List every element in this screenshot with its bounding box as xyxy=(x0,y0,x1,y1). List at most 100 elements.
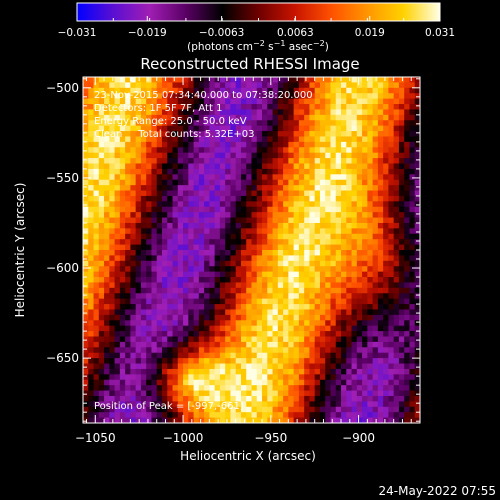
heatmap-cell xyxy=(267,368,273,375)
heatmap-cell xyxy=(341,341,347,348)
heatmap-cell xyxy=(198,309,205,316)
heatmap-cell xyxy=(330,374,337,381)
heatmap-cell xyxy=(314,266,321,273)
heatmap-cell xyxy=(398,417,405,423)
heatmap-cell xyxy=(219,358,226,364)
heatmap-cell xyxy=(177,114,184,121)
heatmap-cell xyxy=(298,114,305,121)
heatmap-cell xyxy=(388,417,395,423)
heatmap-cell xyxy=(140,277,147,283)
heatmap-cell xyxy=(140,336,147,343)
heatmap-cell xyxy=(193,141,200,148)
heatmap-cell xyxy=(93,141,100,148)
heatmap-cell xyxy=(351,131,358,137)
heatmap-cell xyxy=(235,168,242,175)
heatmap-cell xyxy=(130,277,137,283)
heatmap-cell xyxy=(104,309,110,316)
heatmap-cell xyxy=(156,255,163,262)
heatmap-cell xyxy=(214,217,221,224)
heatmap-cell xyxy=(319,385,326,391)
heatmap-cell xyxy=(298,287,305,294)
heatmap-cell xyxy=(251,206,258,213)
heatmap-cell xyxy=(351,250,358,256)
heatmap-cell xyxy=(114,347,121,354)
heatmap-cell xyxy=(161,401,168,408)
heatmap-cell xyxy=(288,233,295,240)
heatmap-cell xyxy=(104,174,110,181)
heatmap-cell xyxy=(151,163,158,170)
heatmap-cell xyxy=(98,390,105,397)
heatmap-cell xyxy=(151,298,158,305)
heatmap-cell xyxy=(88,250,94,256)
heatmap-cell xyxy=(377,379,384,386)
heatmap-cell xyxy=(388,109,395,116)
heatmap-cell xyxy=(219,131,226,137)
heatmap-cell xyxy=(288,260,295,267)
heatmap-cell xyxy=(167,168,173,175)
heatmap-cell xyxy=(367,271,374,278)
heatmap-cell xyxy=(167,406,173,413)
heatmap-cell xyxy=(235,287,242,294)
heatmap-cell xyxy=(304,163,310,170)
heatmap-cell xyxy=(267,244,273,251)
heatmap-cell xyxy=(140,195,147,202)
heatmap-cell xyxy=(372,168,379,175)
heatmap-cell xyxy=(151,206,158,213)
heatmap-cell xyxy=(367,287,374,294)
heatmap-cell xyxy=(298,217,305,224)
heatmap-cell xyxy=(362,266,368,273)
heatmap-cell xyxy=(167,239,173,245)
heatmap-cell xyxy=(119,77,126,83)
heatmap-cell xyxy=(225,77,231,83)
heatmap-cell xyxy=(351,412,358,418)
heatmap-cell xyxy=(372,304,379,310)
heatmap-cell xyxy=(335,212,342,218)
heatmap-cell xyxy=(335,201,342,208)
heatmap-cell xyxy=(367,147,374,154)
heatmap-cell xyxy=(156,395,163,402)
heatmap-cell xyxy=(272,233,279,240)
heatmap-cell xyxy=(356,77,363,83)
heatmap-cell xyxy=(240,385,247,391)
heatmap-cell xyxy=(414,212,420,218)
heatmap-cell xyxy=(161,341,168,348)
heatmap-cell xyxy=(335,93,342,100)
heatmap-cell xyxy=(235,325,242,332)
heatmap-cell xyxy=(314,390,321,397)
heatmap-cell xyxy=(341,87,347,94)
heatmap-cell xyxy=(262,293,268,300)
heatmap-cell xyxy=(125,287,131,294)
heatmap-cell xyxy=(225,298,231,305)
heatmap-cell xyxy=(262,271,268,278)
heatmap-cell xyxy=(214,358,221,364)
heatmap-cell xyxy=(93,298,100,305)
heatmap-cell xyxy=(277,82,284,89)
heatmap-cell xyxy=(388,320,395,327)
heatmap-cell xyxy=(114,385,121,391)
heatmap-cell xyxy=(309,320,316,327)
heatmap-cell xyxy=(262,141,268,148)
heatmap-cell xyxy=(256,401,263,408)
heatmap-cell xyxy=(135,212,142,218)
heatmap-cell xyxy=(346,352,352,359)
heatmap-cell xyxy=(283,277,289,283)
heatmap-cell xyxy=(219,158,226,164)
heatmap-cell xyxy=(104,412,110,418)
heatmap-cell xyxy=(114,179,121,186)
heatmap-cell xyxy=(188,212,194,218)
heatmap-cell xyxy=(272,104,279,110)
heatmap-cell xyxy=(362,228,368,235)
heatmap-cell xyxy=(130,125,137,132)
heatmap-cell xyxy=(272,190,279,197)
heatmap-cell xyxy=(119,277,126,283)
heatmap-cell xyxy=(146,250,152,256)
heatmap-cell xyxy=(130,374,137,381)
heatmap-cell xyxy=(346,168,352,175)
heatmap-cell xyxy=(256,298,263,305)
heatmap-cell xyxy=(325,168,331,175)
heatmap-cell xyxy=(383,174,389,181)
heatmap-cell xyxy=(356,158,363,164)
heatmap-cell xyxy=(362,395,368,402)
heatmap-cell xyxy=(356,255,363,262)
heatmap-cell xyxy=(225,406,231,413)
